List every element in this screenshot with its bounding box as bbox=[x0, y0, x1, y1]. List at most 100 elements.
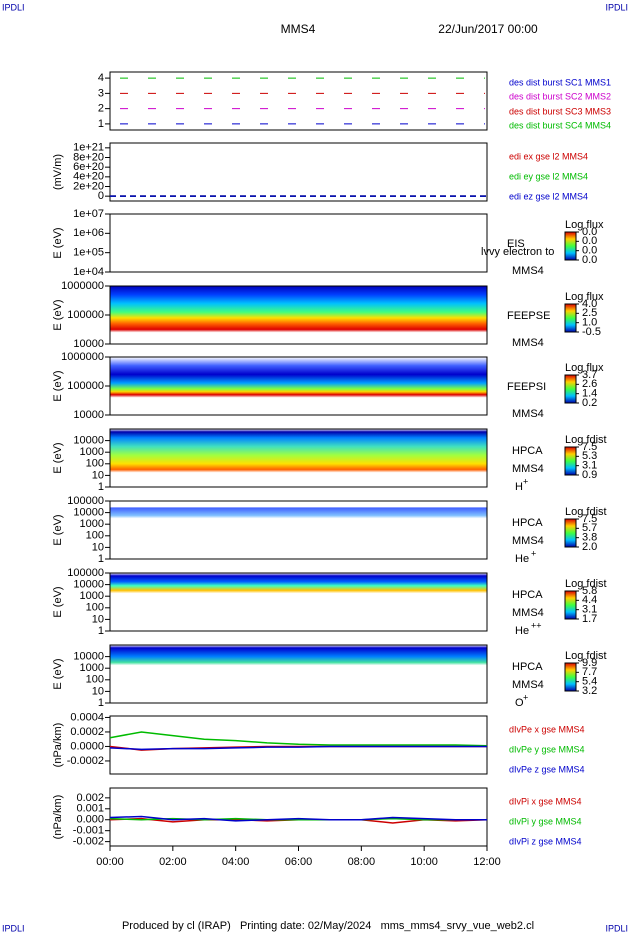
colorbar-tick-label: 0.0 bbox=[582, 226, 597, 238]
y-tick-label: 1 bbox=[98, 553, 104, 565]
legend-entry: edi ez gse l2 MMS4 bbox=[509, 191, 588, 201]
y-tick-label: 10 bbox=[92, 541, 104, 553]
species-charge: + bbox=[531, 548, 536, 558]
y-tick-label: 10000 bbox=[73, 579, 104, 591]
panel-frame bbox=[109, 572, 488, 632]
spectrogram-image bbox=[110, 286, 487, 344]
y-tick-label: -0.001 bbox=[73, 825, 104, 837]
x-tick-label: 10:00 bbox=[410, 856, 438, 868]
y-tick-label: 4 bbox=[98, 72, 104, 84]
colorbar bbox=[564, 231, 577, 261]
y-tick-label: 1000 bbox=[80, 590, 104, 602]
legend-entry: des dist burst SC1 MMS1 bbox=[509, 77, 611, 87]
y-tick-label: -0.0002 bbox=[67, 755, 104, 767]
y-tick-label: 10000 bbox=[73, 338, 104, 350]
corner-label: IPDLI bbox=[2, 2, 25, 12]
panel-frame bbox=[109, 428, 488, 488]
y-axis-label: (mV/m) bbox=[52, 154, 64, 190]
y-tick-label: 0.0000 bbox=[70, 740, 104, 752]
panel-frame bbox=[109, 500, 488, 560]
colorbar-tick-label: 3.8 bbox=[582, 532, 597, 544]
y-tick-label: 1e+21 bbox=[73, 142, 104, 154]
y-tick-label: 100000 bbox=[67, 309, 104, 321]
panel-frame bbox=[109, 71, 488, 131]
spacecraft-label: MMS4 bbox=[512, 408, 544, 420]
y-tick-label: 100000 bbox=[67, 380, 104, 392]
colorbar-tick-label: 2.6 bbox=[582, 378, 597, 390]
colorbar-tick-label: 3.1 bbox=[582, 460, 597, 472]
data-line bbox=[109, 745, 487, 751]
colorbar-title: Log flux bbox=[565, 291, 604, 303]
y-tick-label: 0 bbox=[98, 190, 104, 202]
colorbar-tick-label: 5.3 bbox=[582, 450, 597, 462]
colorbar-tick-label: 7.5 bbox=[582, 441, 597, 453]
corner-label: IPDLI bbox=[605, 923, 628, 933]
y-tick-label: 1 bbox=[98, 118, 104, 130]
colorbar-tick-label: 0.9 bbox=[582, 469, 597, 481]
x-tick-label: 12:00 bbox=[473, 856, 501, 868]
corner-label: IPDLI bbox=[2, 923, 25, 933]
corner-label: IPDLI bbox=[605, 2, 628, 12]
y-tick-label: 1000000 bbox=[61, 280, 104, 292]
y-tick-label: 3 bbox=[98, 87, 104, 99]
overlay-label: lvvy electron to bbox=[481, 246, 554, 258]
y-tick-label: 1 bbox=[98, 697, 104, 709]
date: 22/Jun/2017 00:00 bbox=[438, 22, 538, 36]
colorbar-tick-label: 3.7 bbox=[582, 369, 597, 381]
legend-entry: des dist burst SC4 MMS4 bbox=[509, 120, 611, 130]
y-tick-label: 2e+20 bbox=[73, 180, 104, 192]
y-tick-label: 8e+20 bbox=[73, 151, 104, 163]
panel-frame bbox=[109, 142, 488, 202]
y-axis-label: E (eV) bbox=[52, 370, 64, 401]
y-tick-label: 100 bbox=[86, 530, 104, 542]
species-charge: + bbox=[523, 692, 528, 702]
y-tick-label: 100 bbox=[86, 602, 104, 614]
y-tick-label: 100000 bbox=[67, 495, 104, 507]
y-axis-label: E (eV) bbox=[52, 514, 64, 545]
y-tick-label: 0.001 bbox=[76, 803, 104, 815]
legend-entry: dIvPe x gse MMS4 bbox=[509, 724, 585, 734]
spectrogram-image bbox=[110, 357, 487, 415]
y-tick-label: 0.000 bbox=[76, 814, 104, 826]
y-axis-label: (nPa/km) bbox=[52, 723, 64, 768]
colorbar-tick-label: 3.1 bbox=[582, 604, 597, 616]
y-tick-label: 10 bbox=[92, 685, 104, 697]
y-tick-label: 1000 bbox=[80, 518, 104, 530]
y-axis-label: (nPa/km) bbox=[52, 795, 64, 840]
y-tick-label: 1 bbox=[98, 481, 104, 493]
y-tick-label: 0.0002 bbox=[70, 726, 104, 738]
data-line bbox=[109, 817, 487, 821]
colorbar-title: Log flux bbox=[565, 219, 604, 231]
spacecraft-label: MMS4 bbox=[512, 607, 544, 619]
y-axis-label: E (eV) bbox=[52, 658, 64, 689]
y-tick-label: 100 bbox=[86, 674, 104, 686]
legend-entry: edi ex gse l2 MMS4 bbox=[509, 151, 588, 161]
panel-frame bbox=[109, 644, 488, 704]
legend-entry: dIvPe z gse MMS4 bbox=[509, 764, 585, 774]
colorbar bbox=[564, 590, 577, 620]
y-tick-label: 1 bbox=[98, 625, 104, 637]
y-tick-label: 1e+07 bbox=[73, 208, 104, 220]
colorbar-tick-label: 4.4 bbox=[582, 594, 597, 606]
species-charge: + bbox=[523, 476, 528, 486]
y-tick-label: 6e+20 bbox=[73, 161, 104, 173]
y-tick-label: 10 bbox=[92, 469, 104, 481]
legend-entry: dIvPi x gse MMS4 bbox=[509, 796, 582, 806]
y-tick-label: 10 bbox=[92, 613, 104, 625]
instrument-label: HPCA bbox=[512, 661, 543, 673]
legend-entry: edi ey gse l2 MMS4 bbox=[509, 171, 588, 181]
legend-entry: dIvPe y gse MMS4 bbox=[509, 744, 585, 754]
colorbar bbox=[564, 303, 577, 333]
spectrogram-image bbox=[110, 429, 487, 487]
colorbar bbox=[564, 446, 577, 476]
instrument-label: HPCA bbox=[512, 517, 543, 529]
y-axis-label: E (eV) bbox=[52, 442, 64, 473]
colorbar-tick-label: 1.4 bbox=[582, 388, 597, 400]
spacecraft-label: MMS4 bbox=[512, 463, 544, 475]
colorbar-title: Log fdist bbox=[565, 434, 607, 446]
instrument-label: HPCA bbox=[512, 445, 543, 457]
y-tick-label: 4e+20 bbox=[73, 171, 104, 183]
colorbar-tick-label: 1.0 bbox=[582, 317, 597, 329]
x-tick-label: 04:00 bbox=[222, 856, 250, 868]
